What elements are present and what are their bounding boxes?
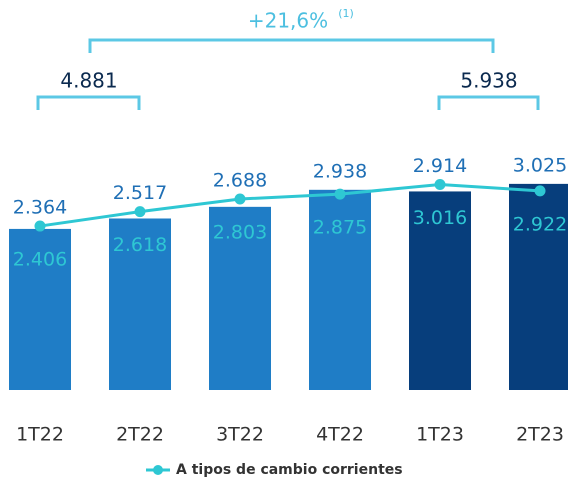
x-tick-label: 3T22 (216, 424, 264, 446)
x-tick-label: 1T22 (16, 424, 64, 446)
bar-value-label: 2.914 (413, 155, 467, 177)
line-point (134, 206, 146, 218)
bar (509, 183, 568, 390)
bar-value-label: 2.517 (113, 182, 167, 204)
line-point (334, 188, 346, 200)
bar-value-label: 2.938 (313, 160, 367, 182)
bar-value-label: 3.025 (513, 154, 567, 176)
bar (309, 189, 371, 390)
line-value-label: 2.922 (513, 213, 567, 235)
bar (409, 191, 471, 390)
bar-value-label: 2.364 (13, 197, 67, 219)
line-point (34, 220, 46, 232)
x-tick-label: 1T23 (416, 424, 464, 446)
legend-marker (153, 465, 163, 475)
line-point (434, 178, 446, 190)
line (39, 182, 541, 228)
bar (209, 206, 271, 390)
bracket-2023 (437, 95, 540, 110)
line-value-label: 2.803 (213, 222, 267, 244)
bar (9, 228, 71, 390)
bar-value-label: 2.688 (213, 170, 267, 192)
bar (109, 218, 171, 390)
x-tick-label: 2T22 (116, 424, 164, 446)
line-value-label: 2.875 (313, 217, 367, 239)
x-tick-label: 4T22 (316, 424, 364, 446)
footnote-mark: (1) (338, 7, 354, 20)
sum-label: 4.881 (60, 69, 117, 93)
legend-label: A tipos de cambio corrientes (176, 462, 403, 478)
sum-label: 5.938 (460, 69, 517, 93)
line-value-label: 2.406 (13, 249, 67, 271)
line-value-label: 2.618 (113, 234, 167, 256)
x-tick-label: 2T23 (516, 424, 564, 446)
line-point (534, 185, 546, 197)
line-value-label: 3.016 (413, 207, 467, 229)
bracket-2022 (36, 95, 141, 110)
growth-label: +21,6% (248, 9, 328, 33)
line-point (234, 193, 246, 205)
bracket-total (88, 38, 495, 53)
